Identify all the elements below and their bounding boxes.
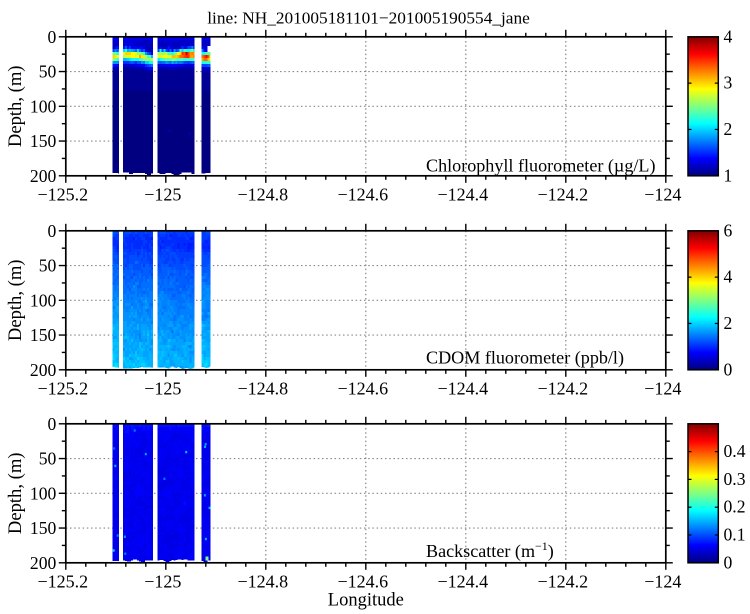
svg-text:−124.8: −124.8 xyxy=(237,379,288,399)
svg-text:3: 3 xyxy=(724,73,733,93)
svg-text:CDOM fluorometer (ppb/l): CDOM fluorometer (ppb/l) xyxy=(426,348,624,369)
svg-text:−124: −124 xyxy=(644,185,681,205)
svg-text:0.1: 0.1 xyxy=(724,525,746,545)
svg-text:−124.6: −124.6 xyxy=(337,379,388,399)
svg-text:line: NH_201005181101−20100519: line: NH_201005181101−201005190554_jane xyxy=(207,9,530,28)
svg-text:100: 100 xyxy=(30,96,57,116)
svg-text:−124.2: −124.2 xyxy=(537,379,588,399)
svg-text:4: 4 xyxy=(724,26,733,46)
svg-text:−125: −125 xyxy=(144,185,181,205)
svg-text:−124.6: −124.6 xyxy=(337,185,388,205)
svg-text:−124.6: −124.6 xyxy=(337,572,388,592)
svg-text:−124: −124 xyxy=(644,572,681,592)
svg-text:50: 50 xyxy=(39,62,57,82)
svg-text:200: 200 xyxy=(30,166,57,186)
svg-text:150: 150 xyxy=(30,325,57,345)
svg-text:−124.2: −124.2 xyxy=(537,572,588,592)
svg-text:Depth, (m): Depth, (m) xyxy=(5,260,26,342)
svg-text:Longitude: Longitude xyxy=(328,591,404,611)
svg-text:100: 100 xyxy=(30,483,57,503)
svg-text:Depth, (m): Depth, (m) xyxy=(5,453,26,535)
svg-text:50: 50 xyxy=(39,256,57,276)
svg-text:1: 1 xyxy=(724,165,733,185)
svg-text:−124.8: −124.8 xyxy=(237,185,288,205)
svg-text:−124.8: −124.8 xyxy=(237,572,288,592)
svg-text:50: 50 xyxy=(39,449,57,469)
svg-text:100: 100 xyxy=(30,290,57,310)
svg-text:−125: −125 xyxy=(144,379,181,399)
svg-text:−124.4: −124.4 xyxy=(437,572,488,592)
svg-text:2: 2 xyxy=(724,313,733,333)
svg-text:Backscatter (m−1): Backscatter (m−1) xyxy=(426,539,554,562)
svg-text:−125: −125 xyxy=(144,572,181,592)
svg-text:0: 0 xyxy=(724,359,733,379)
svg-text:−125.2: −125.2 xyxy=(37,185,88,205)
svg-text:−124.4: −124.4 xyxy=(437,379,488,399)
svg-text:150: 150 xyxy=(30,131,57,151)
svg-text:−124.4: −124.4 xyxy=(437,185,488,205)
svg-text:0: 0 xyxy=(48,27,57,47)
svg-text:200: 200 xyxy=(30,553,57,573)
svg-text:−124: −124 xyxy=(644,379,681,399)
svg-text:Chlorophyll fluorometer (µg/L): Chlorophyll fluorometer (µg/L) xyxy=(426,156,656,177)
svg-text:−124.2: −124.2 xyxy=(537,185,588,205)
svg-text:6: 6 xyxy=(724,220,733,240)
svg-text:4: 4 xyxy=(724,267,733,287)
svg-text:2: 2 xyxy=(724,119,733,139)
svg-text:−125.2: −125.2 xyxy=(37,572,88,592)
svg-text:0.2: 0.2 xyxy=(724,497,746,517)
svg-text:0: 0 xyxy=(48,221,57,241)
svg-text:150: 150 xyxy=(30,518,57,538)
svg-text:0.4: 0.4 xyxy=(724,441,746,461)
svg-text:0: 0 xyxy=(48,414,57,434)
svg-text:200: 200 xyxy=(30,360,57,380)
svg-text:0.3: 0.3 xyxy=(724,469,746,489)
svg-text:−125.2: −125.2 xyxy=(37,379,88,399)
svg-text:0: 0 xyxy=(724,552,733,572)
svg-text:Depth, (m): Depth, (m) xyxy=(5,66,26,148)
